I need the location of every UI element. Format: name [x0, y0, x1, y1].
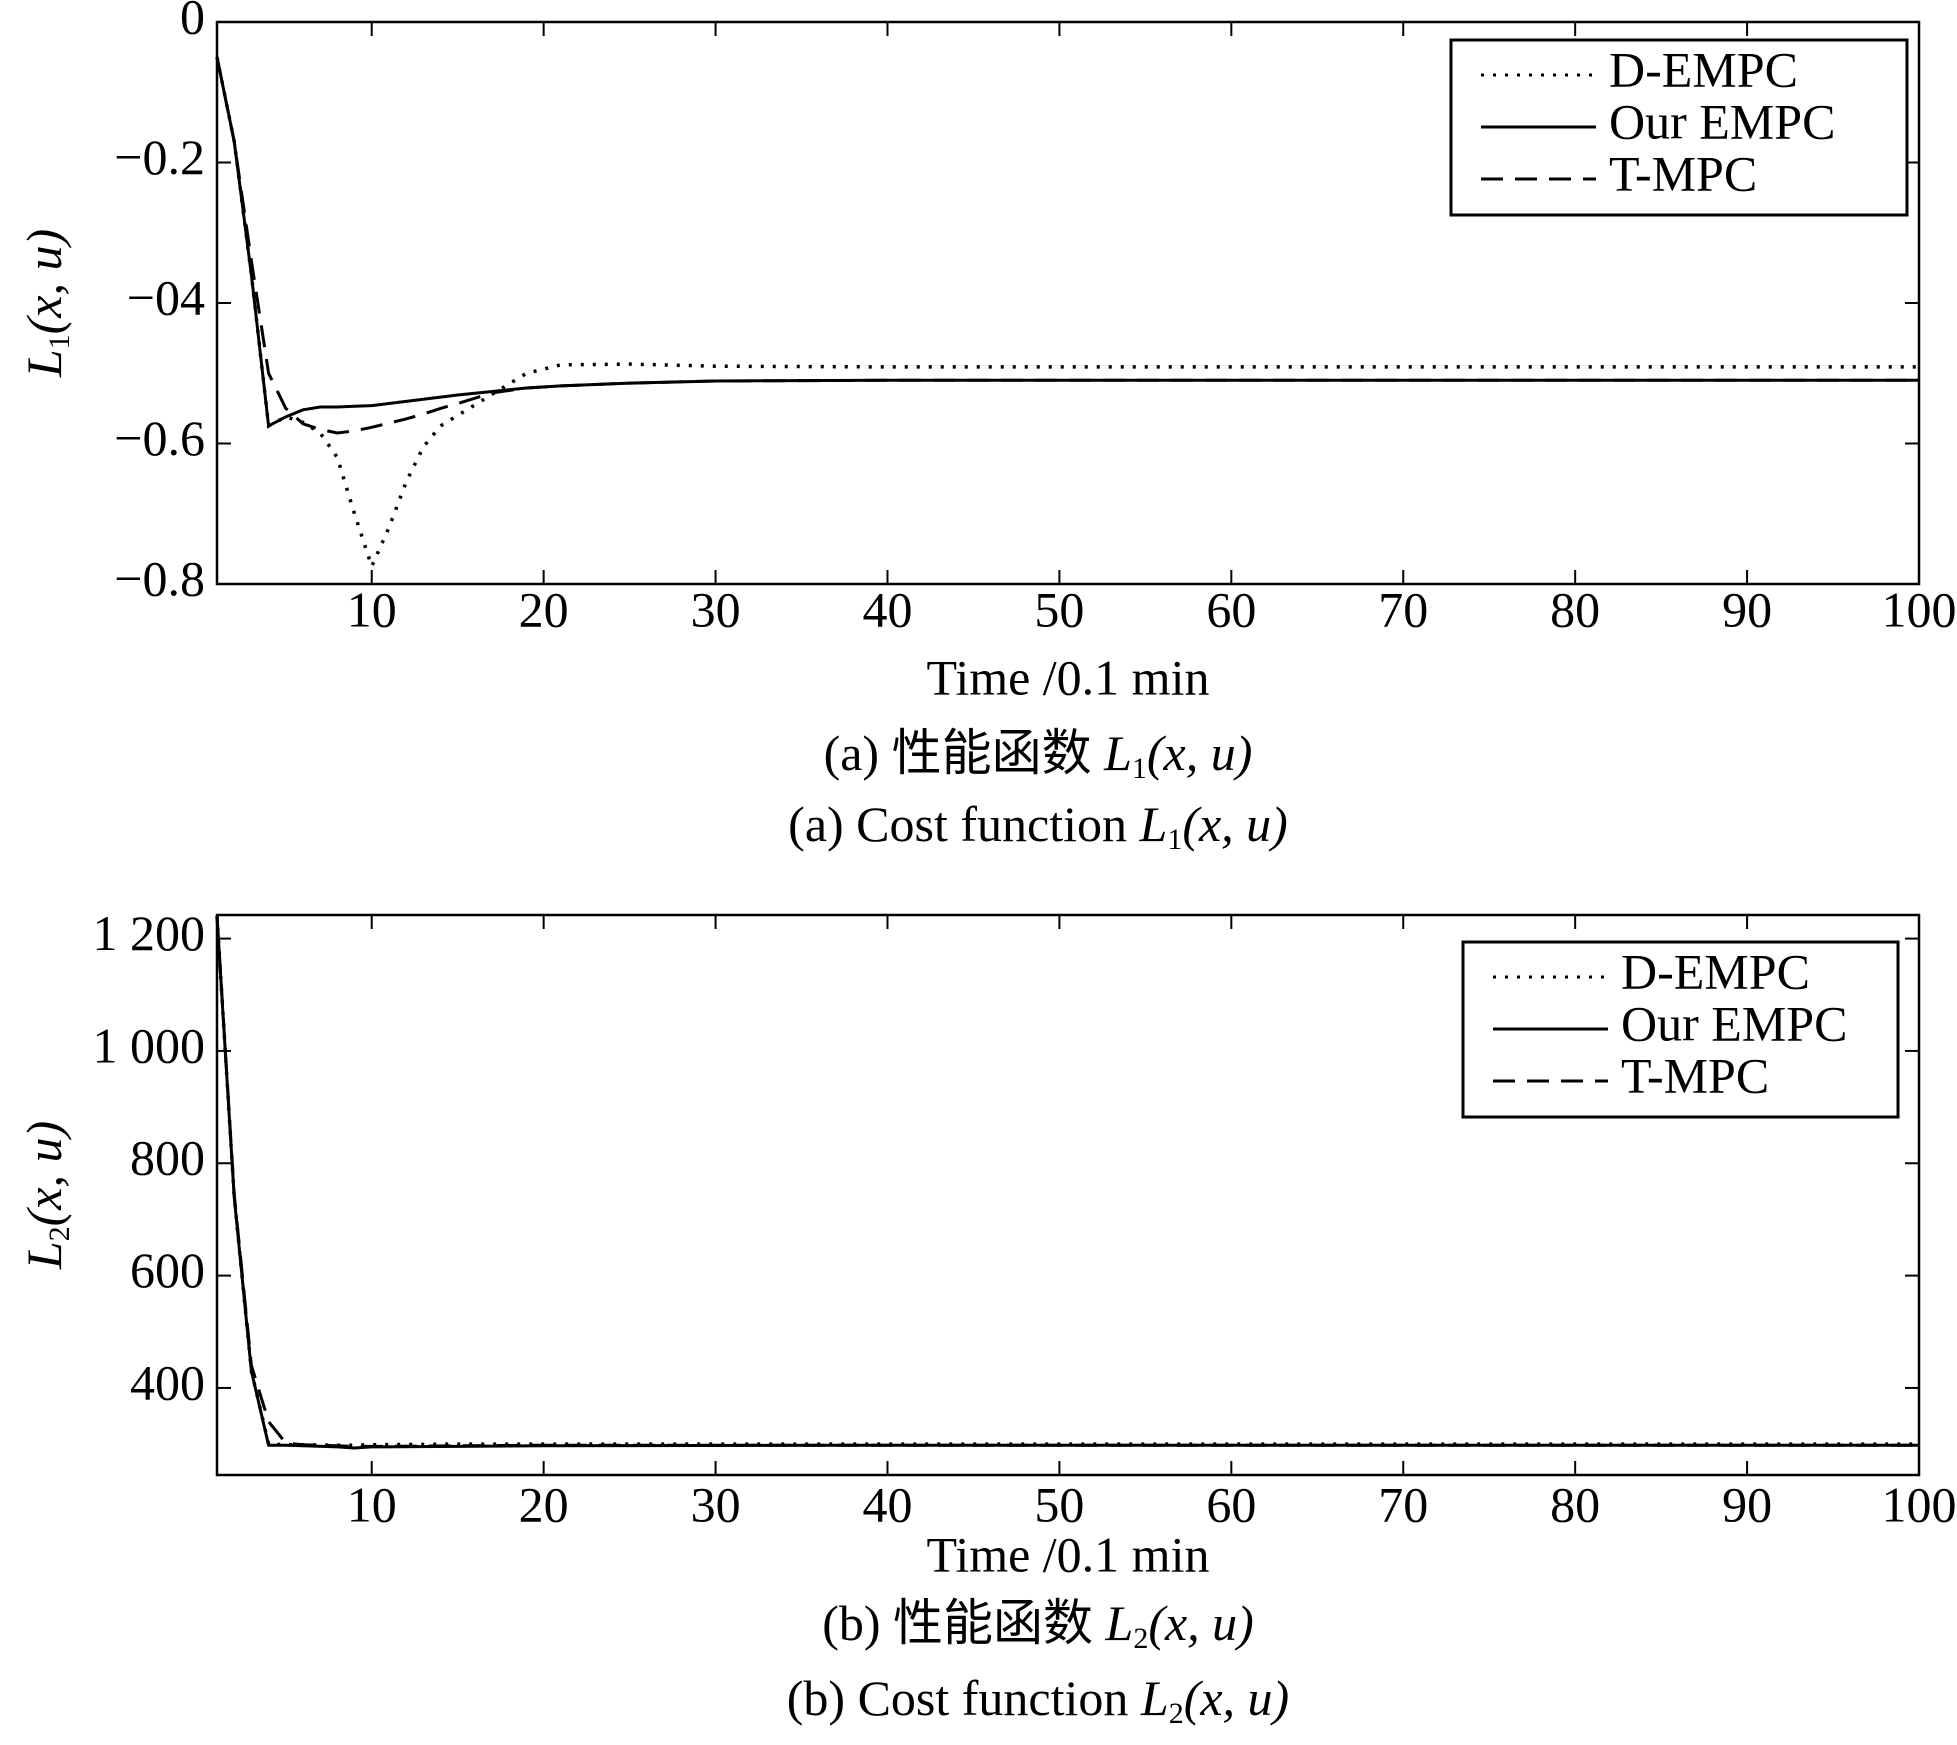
y-axis-label-args: (x, u) [16, 229, 72, 335]
y-tick-label: 0 [180, 0, 205, 44]
x-tick-label: 40 [862, 581, 912, 637]
x-tick-label: 100 [1882, 581, 1957, 637]
y-tick-label: 1 000 [93, 1017, 206, 1073]
x-tick-label: 70 [1378, 581, 1428, 637]
legend-label: D-EMPC [1621, 943, 1810, 999]
caption: (a) Cost function L1(x, u) [788, 796, 1288, 855]
x-tick-label: 10 [347, 1476, 397, 1532]
x-tick-label: 90 [1722, 1476, 1772, 1532]
y-tick-label: 800 [130, 1130, 205, 1186]
x-tick-label: 10 [347, 581, 397, 637]
y-axis-label-sub: 2 [43, 1226, 76, 1241]
x-tick-label: 20 [519, 1476, 569, 1532]
series-line [215, 56, 1919, 435]
caption-sub: 2 [1169, 1697, 1184, 1730]
y-tick-label: −0.8 [114, 550, 205, 606]
y-tick-label: 600 [130, 1242, 205, 1298]
caption-sub: 1 [1167, 823, 1182, 856]
plot-frame [215, 913, 1921, 1477]
x-tick-label: 90 [1722, 581, 1772, 637]
y-axis-label: L2(x, u) [16, 1121, 75, 1270]
x-tick-label: 80 [1550, 581, 1600, 637]
legend-label: T-MPC [1621, 1047, 1769, 1103]
caption-prefix: (a) Cost function [788, 796, 1127, 852]
caption: (b) 性能函数 L2(x, u) [822, 1595, 1254, 1654]
caption-var: L [1105, 1595, 1134, 1651]
x-tick-label: 60 [1206, 581, 1256, 637]
caption-prefix: (b) Cost function [787, 1670, 1129, 1726]
y-tick-label: −0.2 [114, 129, 205, 185]
caption-var: L [1103, 725, 1132, 781]
caption-prefix: (a) 性能函数 [824, 725, 1092, 781]
y-axis-label-args: (x, u) [16, 1121, 72, 1227]
x-tick-label: 60 [1206, 1476, 1256, 1532]
x-tick-label: 50 [1034, 581, 1084, 637]
caption: (b) Cost function L2(x, u) [787, 1670, 1289, 1729]
legend-label: D-EMPC [1609, 41, 1798, 97]
caption-var: L [1140, 1670, 1169, 1726]
x-tick-label: 30 [691, 1476, 741, 1532]
x-tick-label: 100 [1882, 1476, 1957, 1532]
y-tick-label: 1 200 [93, 905, 206, 961]
caption-args: (x, u) [1182, 796, 1288, 852]
caption-args: (x, u) [1184, 1670, 1290, 1726]
x-tick-label: 40 [862, 1476, 912, 1532]
x-tick-label: 70 [1378, 1476, 1428, 1532]
x-tick-label: 20 [519, 581, 569, 637]
y-tick-label: −04 [127, 269, 205, 325]
y-tick-label: −0.6 [114, 410, 205, 466]
caption-args: (x, u) [1147, 725, 1253, 781]
x-tick-label: 30 [691, 581, 741, 637]
caption-var: L [1139, 796, 1168, 852]
caption-sub: 2 [1133, 1622, 1148, 1655]
x-axis-label: Time /0.1 min [927, 1526, 1210, 1582]
x-tick-label: 80 [1550, 1476, 1600, 1532]
legend-label: Our EMPC [1609, 93, 1835, 149]
y-axis-label-var: L [16, 1241, 72, 1270]
y-axis-label: L1(x, u) [16, 229, 75, 378]
caption-prefix: (b) 性能函数 [822, 1595, 1093, 1651]
y-axis-label-sub: 1 [43, 334, 76, 349]
plot-frame [215, 20, 1921, 586]
legend-box [1449, 38, 1909, 217]
caption: (a) 性能函数 L1(x, u) [824, 725, 1253, 784]
legend-label: T-MPC [1609, 145, 1757, 201]
series-line [215, 916, 1919, 1448]
x-tick-label: 50 [1034, 1476, 1084, 1532]
legend-label: Our EMPC [1621, 995, 1847, 1051]
series-line [215, 56, 1919, 572]
y-axis-label-var: L [16, 349, 72, 378]
y-tick-label: 400 [130, 1354, 205, 1410]
x-axis-label: Time /0.1 min [927, 649, 1210, 705]
caption-args: (x, u) [1148, 1595, 1254, 1651]
caption-sub: 1 [1132, 752, 1147, 785]
